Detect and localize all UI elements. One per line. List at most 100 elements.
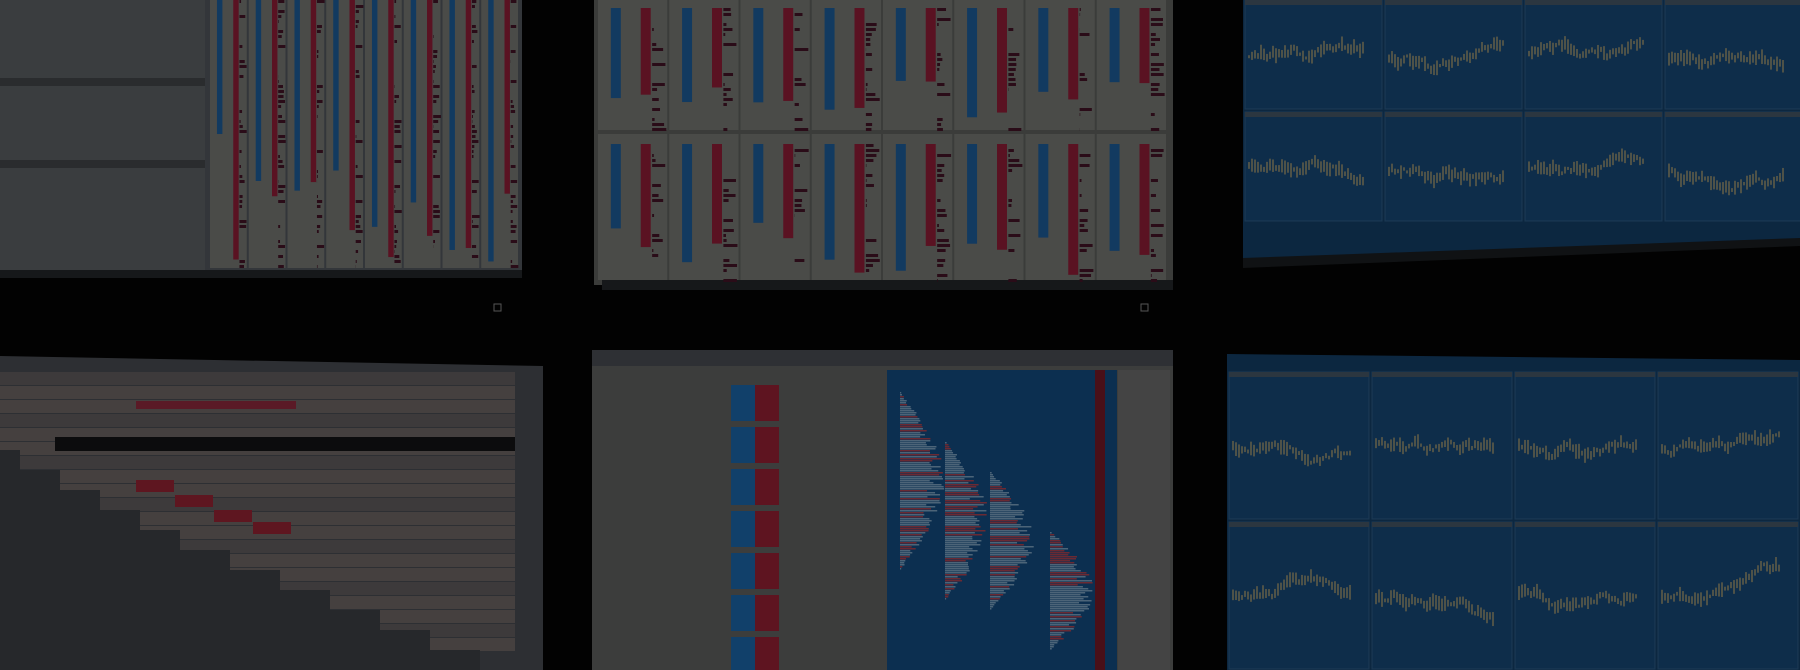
profile-bar	[945, 464, 960, 466]
profile-bar	[945, 572, 967, 574]
profile-bar	[1050, 548, 1069, 550]
profile-bar	[945, 524, 980, 526]
volume-bar	[433, 130, 440, 133]
profile-bar	[945, 534, 983, 536]
volume-bar	[723, 179, 736, 182]
volume-bar	[723, 229, 734, 232]
volume-bar	[937, 53, 941, 56]
profile-bar	[900, 402, 907, 404]
profile-bar	[990, 520, 1018, 522]
profile-bar	[900, 544, 920, 546]
profile-bar	[900, 488, 945, 490]
volume-bar	[510, 140, 512, 143]
volume-bar	[278, 265, 284, 268]
profile-bar	[900, 476, 942, 478]
ask-column	[427, 0, 433, 236]
volume-bar	[278, 255, 284, 258]
profile-bar	[945, 564, 968, 566]
volume-bar	[278, 120, 286, 123]
volume-bar	[1150, 269, 1164, 272]
volume-bar	[316, 85, 323, 88]
profile-bar	[900, 484, 942, 486]
volume-bar	[723, 13, 732, 16]
profile-bar	[945, 538, 973, 540]
profile-bar	[900, 414, 916, 416]
chart-header	[1229, 522, 1369, 527]
profile-bar	[945, 472, 964, 474]
volume-bar	[355, 165, 358, 168]
volume-bar	[723, 234, 726, 237]
volume-bar	[865, 184, 874, 187]
ask-block	[755, 595, 779, 631]
profile-bar	[990, 576, 1015, 578]
profile-bar	[990, 494, 1007, 496]
profile-bar	[945, 528, 976, 530]
volume-bar	[794, 128, 809, 131]
profile-bar	[990, 580, 1015, 582]
volume-bar	[510, 210, 513, 213]
volume-bar	[316, 245, 325, 248]
profile-bar	[1050, 592, 1086, 594]
volume-bar	[1150, 128, 1160, 131]
profile-bar	[900, 464, 931, 466]
profile-bar	[900, 566, 903, 568]
volume-bar	[865, 174, 873, 177]
volume-bar	[1008, 73, 1014, 76]
volume-bar	[1008, 154, 1010, 157]
volume-bar	[937, 209, 946, 212]
profile-bar	[945, 508, 974, 510]
profile-bar	[1050, 540, 1061, 542]
profile-bar	[990, 502, 1012, 504]
ask-column	[233, 0, 239, 260]
volume-bar	[652, 159, 656, 162]
ladder-column	[598, 134, 668, 280]
volume-bar	[471, 255, 479, 258]
volume-bar	[937, 169, 942, 172]
volume-bar	[1079, 194, 1082, 197]
profile-bar	[900, 546, 912, 548]
profile-bar	[945, 546, 970, 548]
profile-bar	[1050, 538, 1060, 540]
profile-bar	[945, 520, 980, 522]
profile-bar	[945, 498, 970, 500]
profile-bar	[945, 486, 977, 488]
volume-bar	[723, 259, 730, 262]
volume-bar	[433, 95, 440, 98]
volume-bar	[794, 154, 796, 157]
volume-bar	[1079, 269, 1094, 272]
profile-bar	[900, 558, 907, 560]
ask-block	[755, 553, 779, 589]
profile-bar	[945, 468, 964, 470]
profile-bar	[945, 574, 967, 576]
profile-bar	[990, 486, 1002, 488]
volume-bar	[794, 28, 800, 31]
volume-bar	[794, 164, 800, 167]
volume-bar	[865, 159, 874, 162]
volume-bar	[865, 239, 877, 242]
volume-bar	[355, 75, 360, 78]
profile-bar	[900, 486, 944, 488]
volume-bar	[239, 265, 244, 268]
profile-bar	[900, 490, 928, 492]
volume-bar	[278, 200, 286, 203]
volume-bar	[471, 215, 480, 218]
profile-bar	[945, 566, 969, 568]
volume-bar	[471, 115, 473, 118]
bid-column	[610, 144, 621, 229]
volume-bar	[278, 100, 286, 103]
profile-bar	[990, 548, 1025, 550]
volume-bar	[239, 125, 243, 128]
chart-header	[1229, 372, 1369, 377]
volume-bar	[316, 265, 318, 268]
volume-bar	[652, 199, 664, 202]
volume-bar	[394, 95, 399, 98]
volume-bar	[355, 260, 357, 263]
bid-block	[731, 637, 755, 670]
volume-bar	[652, 123, 665, 126]
volume-bar	[510, 110, 516, 113]
volume-bar	[355, 20, 359, 23]
profile-bar	[945, 502, 987, 504]
volume-bar	[865, 264, 873, 267]
volume-bar	[316, 225, 321, 228]
profile-bar	[945, 500, 981, 502]
